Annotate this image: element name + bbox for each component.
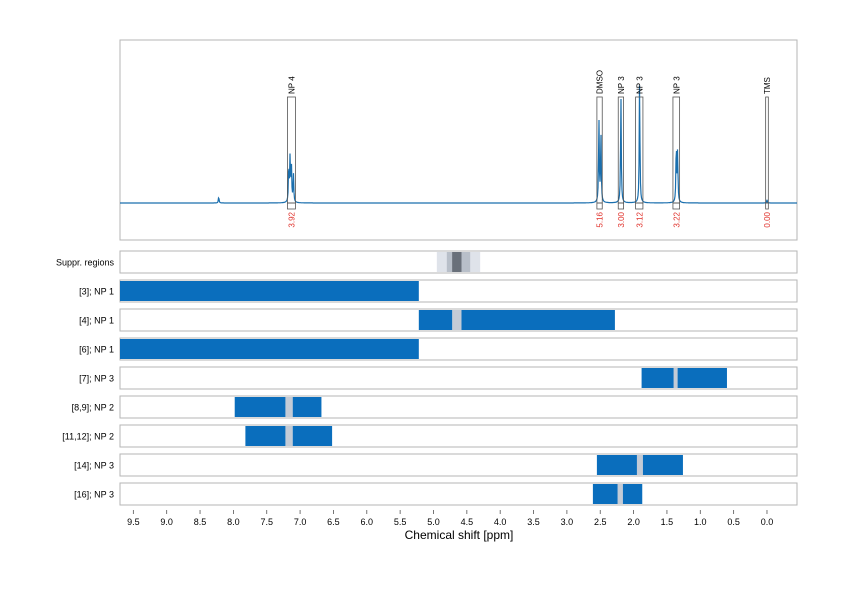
spectrum-frame: [119, 39, 798, 241]
region-row-frame: [119, 482, 798, 506]
region-row-label: [6]; NP 1: [79, 345, 114, 355]
annotation-label: TMS: [763, 77, 772, 94]
x-tick-label: 9.5: [127, 517, 140, 527]
x-tick-label: 6.0: [361, 517, 374, 527]
region-gap: [452, 310, 462, 330]
x-tick-label: 1.0: [694, 517, 707, 527]
x-axis: 9.5 9.0 8.5 8.0 7.5 7.0 6.5 6.0 5.5 5.0 4.5 4.0 3.5 3…: [127, 510, 773, 527]
region-segment: [245, 426, 286, 446]
annotation-value: 3.00: [617, 211, 626, 227]
region-gap: [617, 484, 623, 504]
spectrum-panel: [119, 39, 798, 241]
annotation-box-lower: [617, 202, 624, 210]
region-row-label: [3]; NP 1: [79, 287, 114, 297]
annotation-label: NP 3: [635, 76, 644, 94]
x-tick-label: 5.0: [427, 517, 440, 527]
x-tick-label: 8.0: [227, 517, 240, 527]
region-row-label: Suppr. regions: [56, 258, 115, 268]
annotation-box-lower: [287, 202, 296, 210]
annotation-label: DMSO: [596, 70, 605, 94]
region-row-label: [14]; NP 3: [74, 461, 114, 471]
peak-annotations: NP 4 3.92 DMSO 5.16 NP 3 3.00 NP 3 3.12 NP 3 3.22…: [287, 70, 772, 228]
region-row-label: [8,9]; NP 2: [72, 403, 114, 413]
region-row-frame: [119, 366, 798, 390]
annotation-label: NP 3: [617, 76, 626, 94]
x-tick-label: 7.5: [260, 517, 273, 527]
annotation-value: 3.92: [287, 211, 296, 227]
x-tick-label: 6.5: [327, 517, 340, 527]
region-row-label: [16]; NP 3: [74, 490, 114, 500]
x-tick-label: 5.5: [394, 517, 407, 527]
region-row-frame: [119, 424, 798, 448]
region-gap: [673, 368, 678, 388]
region-segment: [592, 484, 618, 504]
annotation-value: 5.16: [596, 211, 605, 227]
region-row-label: [7]; NP 3: [79, 374, 114, 384]
region-row-label: [4]; NP 1: [79, 316, 114, 326]
region-segment: [677, 368, 727, 388]
region-segment: [596, 455, 637, 475]
x-tick-label: 2.0: [627, 517, 640, 527]
x-tick-label: 7.0: [294, 517, 307, 527]
spectrum-line: [120, 85, 797, 204]
region-segment: [418, 310, 453, 330]
annotation-box-lower: [765, 202, 769, 210]
x-tick-label: 3.5: [527, 517, 540, 527]
region-gap: [636, 455, 643, 475]
suppression-band: [452, 252, 462, 272]
x-tick-label: 9.0: [160, 517, 173, 527]
region-segment: [461, 310, 615, 330]
x-tick-label: 2.5: [594, 517, 607, 527]
annotation-box-lower: [672, 202, 681, 210]
annotation-label: NP 3: [672, 76, 681, 94]
annotation-box-lower: [635, 202, 644, 210]
region-segment: [292, 397, 322, 417]
annotation-value: 3.22: [672, 211, 681, 227]
region-segment: [642, 455, 683, 475]
x-tick-label: 4.0: [494, 517, 507, 527]
x-tick-label: 0.5: [727, 517, 740, 527]
annotation-value: 0.00: [763, 211, 772, 227]
region-row-frame: [119, 395, 798, 419]
region-row-label: [11,12]; NP 2: [62, 432, 114, 442]
x-axis-label: Chemical shift [ppm]: [405, 528, 514, 542]
region-gap: [285, 397, 293, 417]
x-tick-label: 4.5: [461, 517, 474, 527]
region-segment: [120, 281, 419, 301]
region-segment: [292, 426, 333, 446]
x-tick-label: 1.5: [661, 517, 674, 527]
region-segment: [234, 397, 286, 417]
annotation-box-lower: [596, 202, 603, 210]
region-row-frame: [119, 453, 798, 477]
region-segment: [641, 368, 674, 388]
region-gap: [285, 426, 293, 446]
annotation-value: 3.12: [635, 211, 644, 227]
x-tick-label: 0.0: [761, 517, 774, 527]
x-tick-label: 8.5: [194, 517, 207, 527]
region-segment: [622, 484, 643, 504]
annotation-label: NP 4: [287, 76, 296, 94]
x-tick-label: 3.0: [561, 517, 574, 527]
region-rows: Suppr. regions [3]; NP 1 [4]; NP 1 [6]; NP …: [56, 250, 798, 506]
region-segment: [120, 339, 419, 359]
